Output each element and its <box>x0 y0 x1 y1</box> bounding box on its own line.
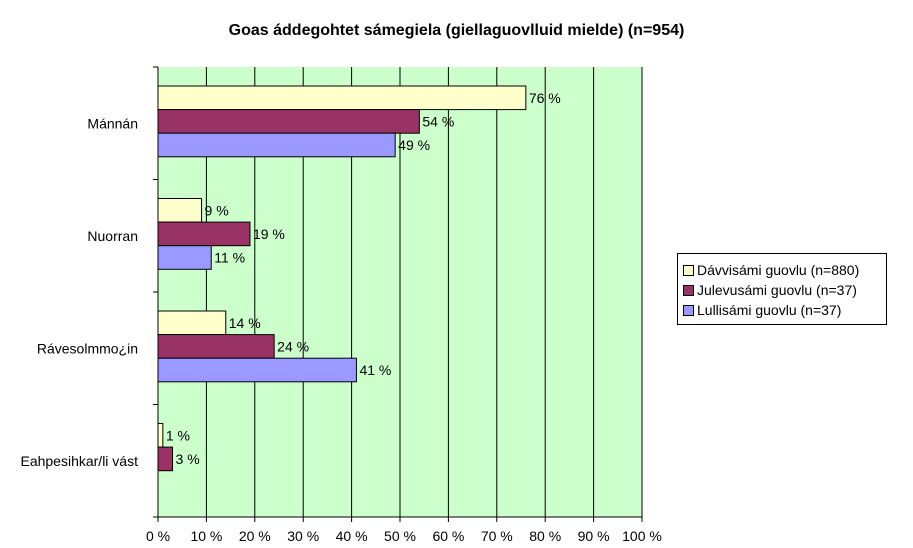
bar <box>157 310 227 336</box>
legend-label: Julevusámi guovlu (n=37) <box>697 282 857 298</box>
bar <box>157 423 164 448</box>
x-tick-label: 50 % <box>384 528 416 544</box>
bar <box>157 85 527 111</box>
bar <box>157 198 203 223</box>
data-label: 19 % <box>253 226 285 242</box>
x-tick-label: 100 % <box>622 528 662 544</box>
legend-label: Lullisámi guovlu (n=37) <box>697 302 842 318</box>
x-tick-label: 80 % <box>529 528 561 544</box>
bar <box>157 221 251 247</box>
x-tick-label: 60 % <box>432 528 464 544</box>
data-label: 3 % <box>176 451 200 467</box>
legend-swatch <box>683 304 694 316</box>
x-tick-label: 30 % <box>287 528 319 544</box>
category-label: Mánnán <box>87 115 138 131</box>
legend-item: Dávvisámi guovlu (n=880) <box>678 260 886 280</box>
x-tick-label: 40 % <box>336 528 368 544</box>
data-label: 76 % <box>529 90 561 106</box>
category-label: Rávesolmmo¿in <box>37 340 138 356</box>
data-label: 1 % <box>166 427 190 443</box>
legend-swatch <box>683 264 694 276</box>
data-label: 54 % <box>422 113 454 129</box>
legend-item: Lullisámi guovlu (n=37) <box>678 300 886 320</box>
chart-title: Goas áddegohtet sámegiela (giellaguovllu… <box>228 22 685 39</box>
data-label: 24 % <box>277 338 309 354</box>
x-tick-label: 20 % <box>239 528 271 544</box>
legend-item: Julevusámi guovlu (n=37) <box>678 280 886 300</box>
x-tick-label: 90 % <box>578 528 610 544</box>
data-label: 9 % <box>205 202 229 218</box>
data-label: 41 % <box>359 362 391 378</box>
bar <box>157 334 275 359</box>
bar <box>157 357 357 383</box>
x-tick-label: 70 % <box>481 528 513 544</box>
data-label: 11 % <box>214 250 245 266</box>
category-label: Eahpesihkar/li vást <box>20 453 138 469</box>
legend: Dávvisámi guovlu (n=880) Julevusámi guovl… <box>677 253 887 325</box>
data-label: 14 % <box>229 315 261 331</box>
x-tick-label: 0 % <box>146 528 170 544</box>
x-tick-label: 10 % <box>190 528 222 544</box>
bar <box>157 446 174 472</box>
bar <box>157 109 420 134</box>
legend-label: Dávvisámi guovlu (n=880) <box>697 262 860 278</box>
data-label: 49 % <box>398 137 430 153</box>
legend-swatch <box>683 284 694 296</box>
bar <box>157 245 212 270</box>
bar <box>157 132 396 158</box>
category-label: Nuorran <box>87 228 138 244</box>
